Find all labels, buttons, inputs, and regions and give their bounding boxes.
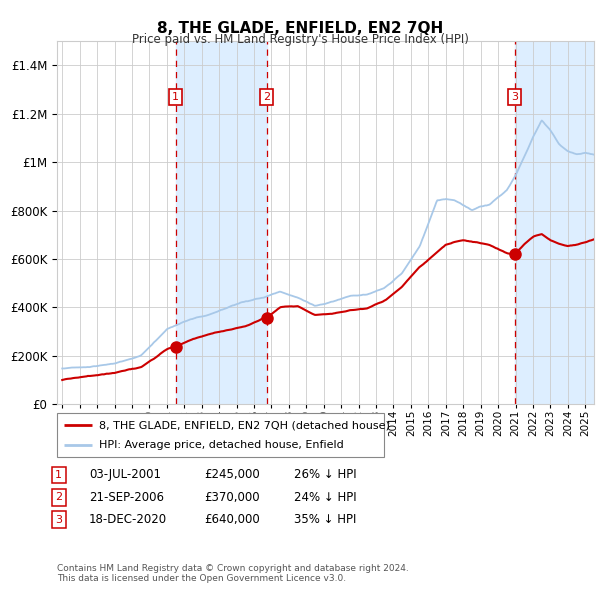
Text: 1: 1 — [55, 470, 62, 480]
Text: 21-SEP-2006: 21-SEP-2006 — [89, 491, 164, 504]
Text: 8, THE GLADE, ENFIELD, EN2 7QH (detached house): 8, THE GLADE, ENFIELD, EN2 7QH (detached… — [99, 421, 390, 430]
Text: 35% ↓ HPI: 35% ↓ HPI — [294, 513, 356, 526]
Text: £245,000: £245,000 — [204, 468, 260, 481]
Text: 3: 3 — [511, 92, 518, 102]
Text: 8, THE GLADE, ENFIELD, EN2 7QH: 8, THE GLADE, ENFIELD, EN2 7QH — [157, 21, 443, 35]
Text: 18-DEC-2020: 18-DEC-2020 — [89, 513, 167, 526]
Bar — [176, 41, 266, 404]
Text: 24% ↓ HPI: 24% ↓ HPI — [294, 491, 356, 504]
Text: £370,000: £370,000 — [204, 491, 260, 504]
Text: 26% ↓ HPI: 26% ↓ HPI — [294, 468, 356, 481]
Text: Price paid vs. HM Land Registry's House Price Index (HPI): Price paid vs. HM Land Registry's House … — [131, 33, 469, 46]
Text: 2: 2 — [263, 92, 270, 102]
Text: 03-JUL-2001: 03-JUL-2001 — [89, 468, 161, 481]
Text: 1: 1 — [172, 92, 179, 102]
Text: 3: 3 — [55, 515, 62, 525]
Text: £640,000: £640,000 — [204, 513, 260, 526]
Bar — [515, 41, 594, 404]
Text: 2: 2 — [55, 493, 62, 502]
Text: Contains HM Land Registry data © Crown copyright and database right 2024.
This d: Contains HM Land Registry data © Crown c… — [57, 563, 409, 583]
Text: HPI: Average price, detached house, Enfield: HPI: Average price, detached house, Enfi… — [99, 440, 344, 450]
